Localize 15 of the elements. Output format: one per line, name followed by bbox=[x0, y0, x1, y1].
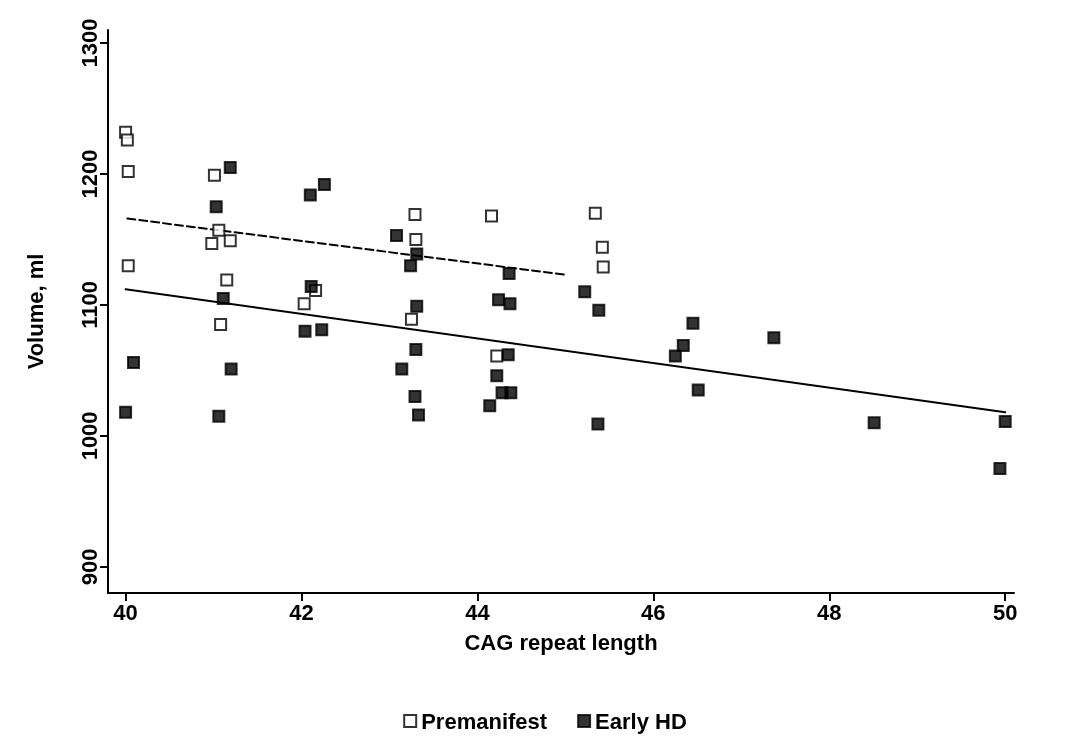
x-tick-label: 50 bbox=[992, 599, 1018, 625]
x-axis-title: CAG repeat length bbox=[464, 629, 658, 655]
x-tick-label: 46 bbox=[641, 599, 666, 625]
y-tick-label: 1300 bbox=[76, 18, 102, 68]
x-tick-label: 44 bbox=[465, 599, 491, 625]
legend-label: Premanifest bbox=[421, 708, 548, 734]
x-tick-label: 48 bbox=[817, 599, 842, 625]
x-tick-label: 42 bbox=[289, 599, 314, 625]
y-tick-label: 1000 bbox=[76, 411, 102, 461]
x-tick-label: 40 bbox=[113, 599, 138, 625]
y-tick-label: 900 bbox=[76, 548, 102, 586]
y-tick-label: 1200 bbox=[76, 149, 102, 199]
legend-label: Early HD bbox=[595, 708, 687, 734]
y-tick-label: 1100 bbox=[76, 281, 102, 329]
y-axis-title: Volume, ml bbox=[22, 253, 48, 370]
